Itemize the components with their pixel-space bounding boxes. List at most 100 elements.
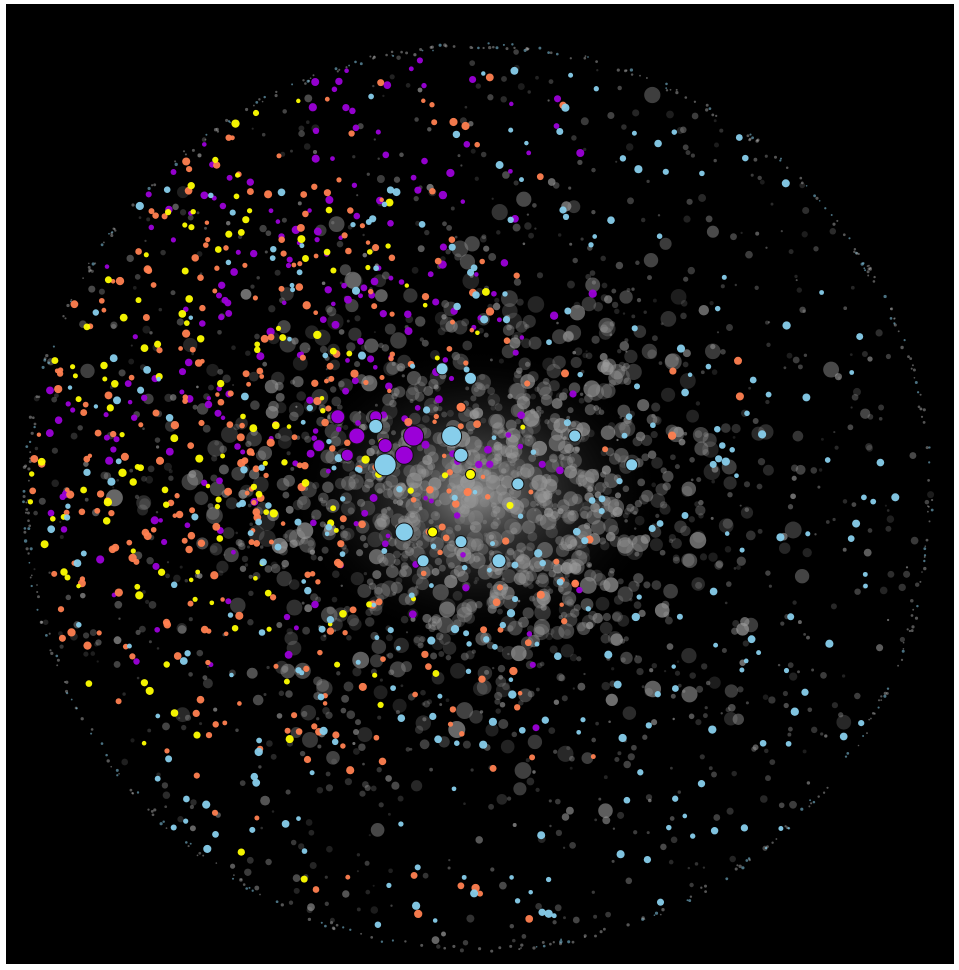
- data-point: [372, 672, 378, 678]
- data-point-background: [244, 868, 252, 876]
- data-point-background: [580, 510, 589, 519]
- data-point-background: [360, 344, 367, 351]
- data-point-background: [536, 503, 539, 506]
- data-point: [518, 726, 526, 734]
- data-point: [300, 419, 306, 425]
- data-point-background: [469, 525, 476, 531]
- data-point: [454, 740, 460, 746]
- data-point: [710, 827, 719, 835]
- data-point-background: [280, 541, 289, 549]
- data-point-background: [629, 598, 633, 602]
- data-point: [242, 216, 250, 224]
- data-point: [598, 508, 605, 515]
- data-point-background: [487, 94, 494, 101]
- data-point-rim: [490, 949, 494, 953]
- data-point-background: [604, 295, 613, 304]
- data-point: [434, 257, 442, 265]
- data-point-background: [481, 234, 487, 240]
- data-point: [325, 523, 333, 531]
- data-point-rim: [36, 608, 39, 611]
- data-point-background: [479, 710, 484, 714]
- data-point: [488, 717, 498, 726]
- data-point-rim: [391, 939, 394, 942]
- data-point: [193, 772, 200, 779]
- data-point: [270, 245, 277, 253]
- data-point-background: [539, 409, 544, 414]
- data-point-background: [225, 497, 238, 510]
- data-point-background: [488, 491, 503, 505]
- data-point-background: [593, 496, 610, 514]
- data-point: [212, 156, 219, 163]
- data-point-rim: [594, 934, 597, 938]
- data-point-background: [537, 491, 553, 507]
- data-point-background: [389, 536, 393, 540]
- data-point: [301, 479, 310, 487]
- data-point-background: [590, 520, 606, 535]
- data-point-background: [502, 171, 510, 179]
- data-point: [514, 704, 521, 711]
- data-point-background: [260, 795, 271, 806]
- data-point-background: [434, 557, 443, 566]
- data-point-background: [788, 726, 793, 732]
- data-point: [170, 709, 179, 717]
- data-point-rim: [569, 57, 572, 60]
- data-point-background: [497, 645, 504, 653]
- data-point: [303, 665, 310, 672]
- data-point-background: [448, 540, 456, 547]
- data-point-rim: [567, 940, 571, 944]
- data-point-background: [737, 686, 744, 693]
- data-point-background: [506, 324, 512, 331]
- data-point: [427, 271, 434, 278]
- data-point: [70, 364, 76, 370]
- data-point-background: [501, 577, 505, 581]
- data-point-background: [624, 519, 628, 523]
- data-point-background: [577, 682, 586, 691]
- data-point: [67, 628, 76, 637]
- data-point: [421, 157, 428, 165]
- data-point-background: [905, 566, 909, 569]
- data-point-background: [834, 373, 842, 381]
- data-point-background: [487, 94, 494, 101]
- data-point-background: [524, 323, 530, 330]
- data-point: [320, 408, 326, 414]
- data-point: [227, 390, 234, 397]
- data-point: [187, 531, 196, 540]
- data-point: [156, 347, 163, 354]
- data-point-background: [509, 923, 515, 929]
- data-point-background: [590, 502, 600, 513]
- data-point-background: [481, 458, 488, 465]
- data-point-rim: [35, 395, 39, 399]
- data-point-background: [491, 445, 503, 457]
- data-point-background: [162, 791, 171, 799]
- data-point-background: [361, 375, 378, 392]
- data-point: [576, 148, 585, 158]
- data-point-background: [198, 851, 202, 855]
- data-point-rim: [927, 505, 929, 507]
- data-point-background: [431, 621, 437, 627]
- data-point-background: [766, 342, 771, 347]
- data-point: [505, 432, 512, 438]
- data-point-background: [404, 510, 421, 527]
- data-point-background: [501, 586, 515, 600]
- data-point-background: [754, 285, 759, 290]
- data-point: [132, 334, 138, 340]
- data-point-background: [614, 492, 622, 499]
- data-point-background: [567, 510, 579, 522]
- data-point-background: [462, 939, 469, 946]
- data-point: [256, 737, 262, 744]
- data-point-background: [334, 478, 347, 490]
- data-point-rim: [595, 60, 598, 63]
- data-point-rim: [866, 732, 868, 735]
- data-point: [681, 512, 689, 519]
- data-point-background: [866, 445, 873, 452]
- data-point-rim: [498, 946, 502, 950]
- data-point-background: [583, 522, 591, 530]
- data-point: [216, 292, 222, 299]
- data-point: [104, 276, 112, 284]
- data-point-background: [218, 464, 229, 475]
- data-point-background: [103, 472, 112, 480]
- data-point: [226, 421, 234, 428]
- data-point-background: [591, 209, 596, 215]
- data-point: [242, 262, 248, 268]
- data-point-background: [568, 186, 572, 190]
